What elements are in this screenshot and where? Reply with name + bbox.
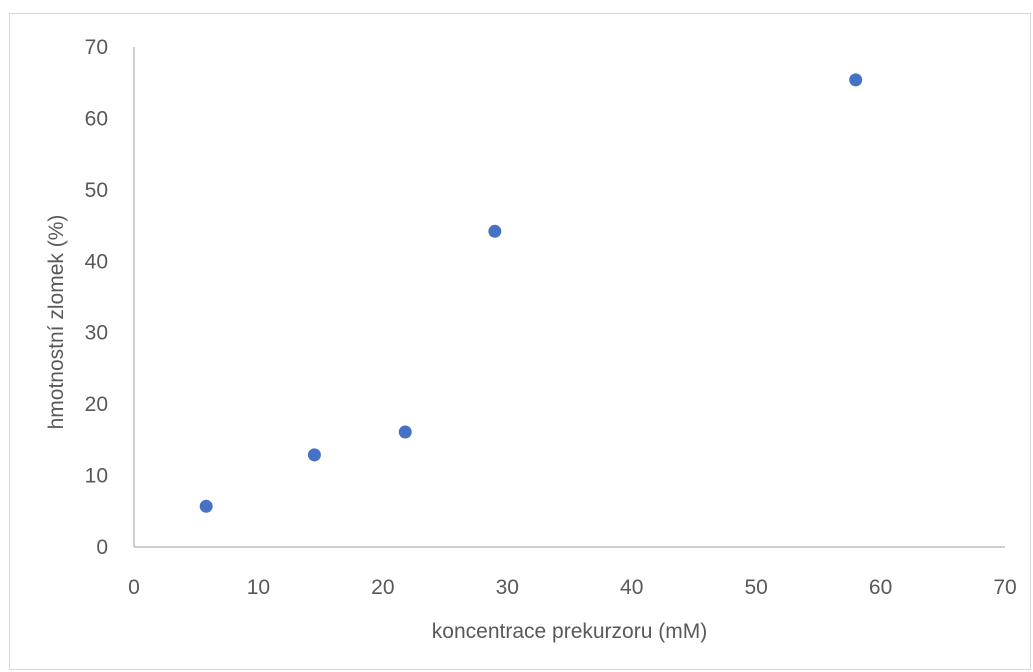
y-tick-label: 10 (85, 465, 108, 488)
y-tick-label: 0 (96, 536, 108, 559)
x-tick-label: 0 (128, 576, 140, 599)
y-tick-label: 70 (85, 36, 108, 59)
data-point (398, 425, 412, 439)
x-tick-label: 40 (620, 576, 643, 599)
y-tick-label: 40 (85, 250, 108, 273)
data-point (488, 224, 502, 238)
x-axis-title: koncentrace prekurzoru (mM) (432, 620, 707, 643)
y-tick-labels: 0 10 20 30 40 50 60 70 (85, 36, 108, 559)
x-tick-label: 10 (247, 576, 270, 599)
data-point (199, 499, 213, 513)
x-tick-label: 30 (496, 576, 519, 599)
chart-axes (133, 47, 1005, 548)
data-point (307, 448, 321, 462)
y-tick-label: 20 (85, 393, 108, 416)
data-points (199, 73, 863, 513)
chart-frame (9, 13, 1031, 670)
y-tick-label: 30 (85, 322, 108, 345)
y-tick-label: 50 (85, 179, 108, 202)
data-point (849, 73, 863, 87)
x-tick-labels: 0 10 20 30 40 50 60 70 (128, 576, 1017, 599)
x-tick-label: 50 (744, 576, 767, 599)
y-axis-title: hmotnostní zlomek (%) (45, 215, 68, 430)
x-tick-label: 60 (869, 576, 892, 599)
y-tick-label: 60 (85, 107, 108, 130)
x-tick-label: 20 (371, 576, 394, 599)
x-tick-label: 70 (993, 576, 1016, 599)
